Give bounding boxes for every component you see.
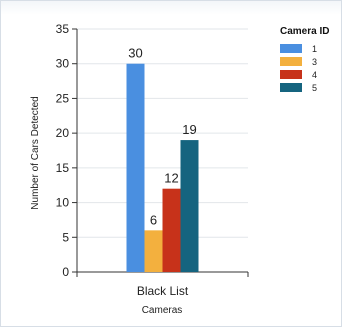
x-axis-title: Cameras: [142, 305, 183, 316]
y-tick-label: 15: [56, 161, 70, 175]
legend-label: 1: [312, 44, 317, 54]
legend: Camera ID 1 3 4 5: [280, 26, 329, 93]
bar-camera-3: [144, 230, 163, 272]
legend-label: 3: [312, 57, 317, 67]
legend-label: 5: [312, 83, 317, 93]
x-category-label: Black List: [137, 284, 189, 298]
y-tick-label: 25: [56, 91, 70, 105]
y-tick-label: 30: [56, 57, 70, 71]
y-tick-label: 20: [56, 126, 70, 140]
bar-camera-4: [162, 188, 181, 272]
y-axis-title: Number of Cars Detected: [30, 96, 41, 209]
value-label: 12: [164, 171, 178, 186]
y-tick-label: 35: [56, 22, 70, 36]
legend-swatch-1: [280, 44, 302, 53]
value-label: 30: [128, 46, 142, 61]
legend-label: 4: [312, 70, 317, 80]
value-label: 19: [182, 122, 196, 137]
value-labels: 30 6 12 19: [128, 46, 196, 228]
y-tick-label: 0: [62, 265, 69, 279]
legend-swatch-5: [280, 83, 302, 92]
legend-swatch-3: [280, 57, 302, 66]
grid-lines: [77, 28, 248, 238]
y-tick-label: 5: [62, 230, 69, 244]
legend-title: Camera ID: [280, 26, 329, 37]
y-tick-label: 10: [56, 196, 70, 210]
axes: 0 5 10 15 20 25 30 35 Black List: [56, 22, 249, 298]
legend-swatch-4: [280, 70, 302, 79]
value-label: 6: [150, 212, 157, 227]
bars: [126, 63, 199, 272]
bar-camera-5: [180, 140, 199, 272]
bar-camera-1: [126, 63, 145, 272]
